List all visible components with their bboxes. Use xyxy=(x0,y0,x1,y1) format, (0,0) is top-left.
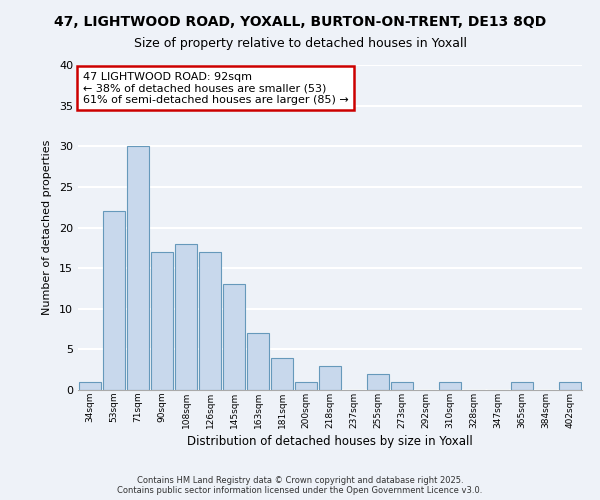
Text: Size of property relative to detached houses in Yoxall: Size of property relative to detached ho… xyxy=(133,38,467,51)
Bar xyxy=(247,333,269,390)
Bar xyxy=(367,374,389,390)
Bar xyxy=(271,358,293,390)
Bar xyxy=(175,244,197,390)
Bar xyxy=(439,382,461,390)
X-axis label: Distribution of detached houses by size in Yoxall: Distribution of detached houses by size … xyxy=(187,434,473,448)
Bar xyxy=(79,382,101,390)
Bar xyxy=(103,211,125,390)
Bar xyxy=(151,252,173,390)
Bar xyxy=(127,146,149,390)
Bar xyxy=(223,284,245,390)
Y-axis label: Number of detached properties: Number of detached properties xyxy=(42,140,52,315)
Bar xyxy=(319,366,341,390)
Text: 47, LIGHTWOOD ROAD, YOXALL, BURTON-ON-TRENT, DE13 8QD: 47, LIGHTWOOD ROAD, YOXALL, BURTON-ON-TR… xyxy=(54,15,546,29)
Text: 47 LIGHTWOOD ROAD: 92sqm
← 38% of detached houses are smaller (53)
61% of semi-d: 47 LIGHTWOOD ROAD: 92sqm ← 38% of detach… xyxy=(83,72,349,104)
Bar xyxy=(295,382,317,390)
Bar xyxy=(391,382,413,390)
Text: Contains HM Land Registry data © Crown copyright and database right 2025.
Contai: Contains HM Land Registry data © Crown c… xyxy=(118,476,482,495)
Bar xyxy=(511,382,533,390)
Bar xyxy=(559,382,581,390)
Bar xyxy=(199,252,221,390)
